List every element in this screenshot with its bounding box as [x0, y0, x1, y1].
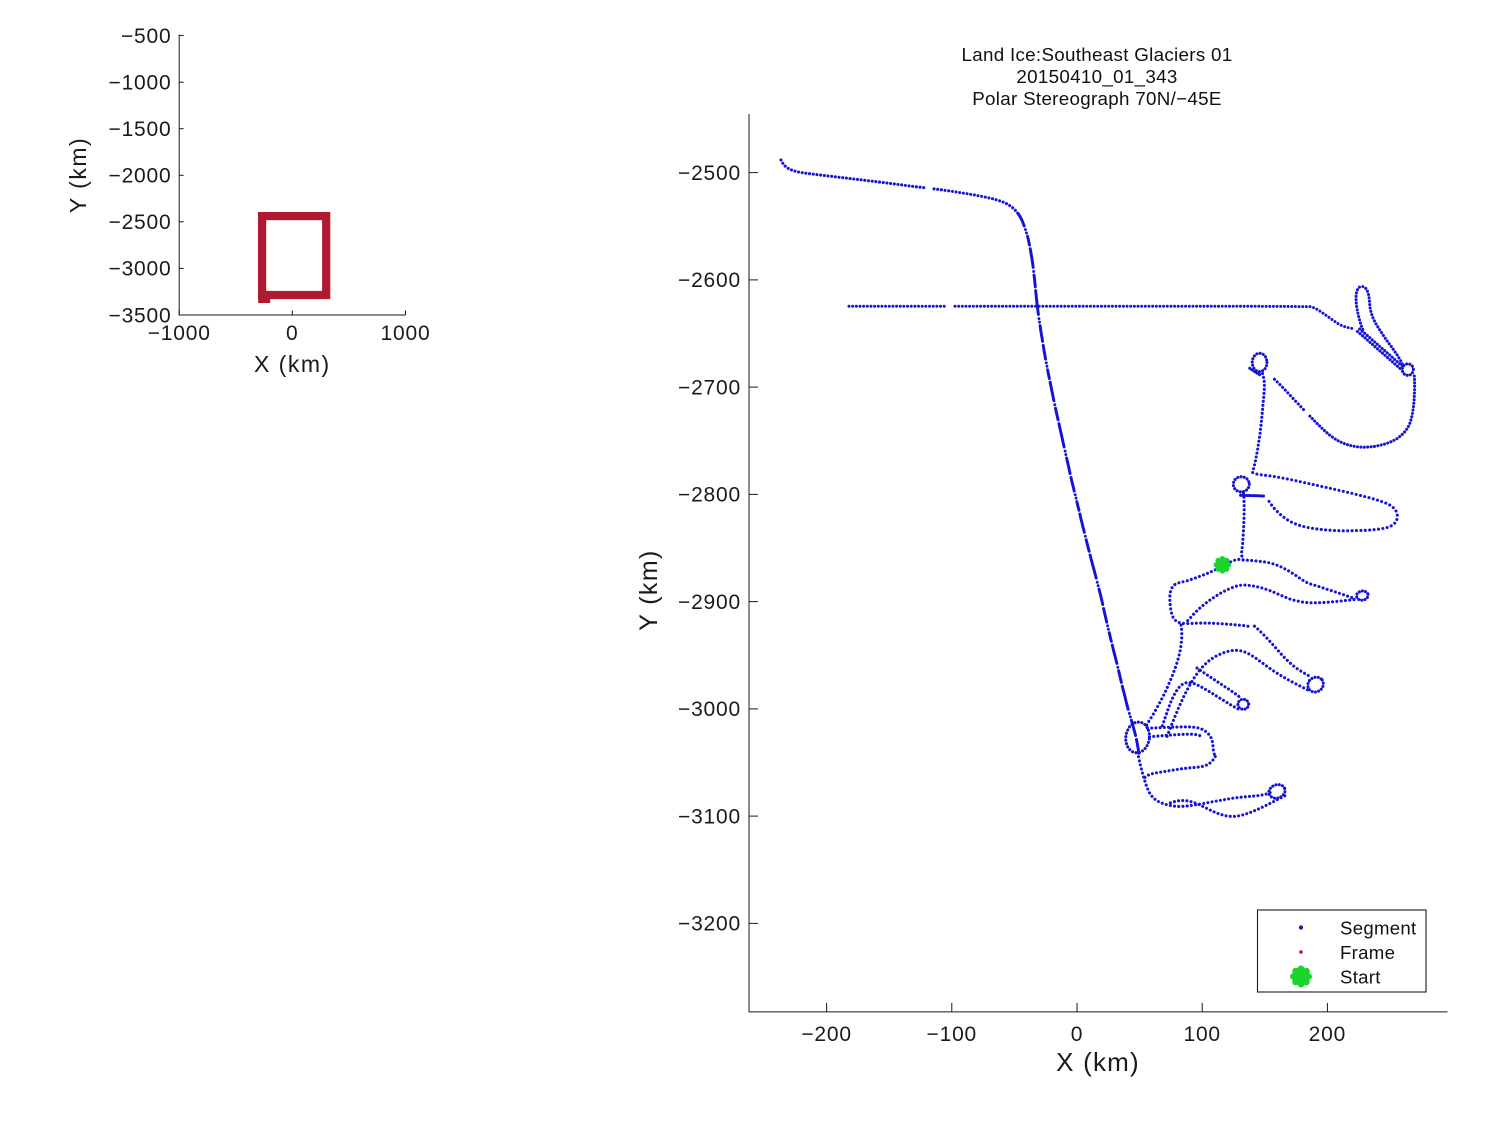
- svg-text:Land Ice:Southeast Glaciers 01: Land Ice:Southeast Glaciers 01: [961, 44, 1232, 65]
- svg-text:X (km): X (km): [254, 351, 331, 377]
- svg-text:Frame: Frame: [1340, 942, 1395, 963]
- svg-text:−3100: −3100: [678, 805, 741, 828]
- svg-text:−2900: −2900: [678, 591, 741, 614]
- svg-text:Y (km): Y (km): [65, 137, 91, 213]
- svg-text:−2500: −2500: [678, 162, 741, 185]
- svg-text:−100: −100: [927, 1023, 978, 1046]
- svg-text:20150410_01_343: 20150410_01_343: [1016, 66, 1177, 88]
- svg-text:Polar Stereograph 70N/−45E: Polar Stereograph 70N/−45E: [972, 88, 1222, 109]
- svg-text:−3200: −3200: [678, 913, 741, 936]
- svg-text:Y (km): Y (km): [635, 549, 663, 631]
- svg-text:1000: 1000: [381, 322, 431, 345]
- svg-text:−1000: −1000: [109, 72, 172, 95]
- svg-text:−200: −200: [801, 1023, 852, 1046]
- svg-text:−3000: −3000: [109, 258, 172, 281]
- svg-text:−2600: −2600: [678, 269, 741, 292]
- svg-text:−2700: −2700: [678, 376, 741, 399]
- svg-text:Segment: Segment: [1340, 918, 1417, 939]
- svg-text:−1000: −1000: [148, 322, 211, 345]
- svg-text:100: 100: [1183, 1023, 1220, 1046]
- svg-text:−2800: −2800: [678, 484, 741, 507]
- svg-text:−2500: −2500: [109, 211, 172, 234]
- svg-text:−500: −500: [121, 25, 172, 48]
- svg-text:0: 0: [1071, 1023, 1083, 1046]
- svg-text:Start: Start: [1340, 967, 1381, 988]
- svg-text:−1500: −1500: [109, 118, 172, 141]
- svg-text:−2000: −2000: [109, 165, 172, 188]
- svg-text:X (km): X (km): [1056, 1047, 1140, 1077]
- svg-text:−3000: −3000: [678, 698, 741, 721]
- svg-text:−3500: −3500: [109, 304, 172, 327]
- svg-text:0: 0: [286, 322, 298, 345]
- svg-text:200: 200: [1309, 1023, 1346, 1046]
